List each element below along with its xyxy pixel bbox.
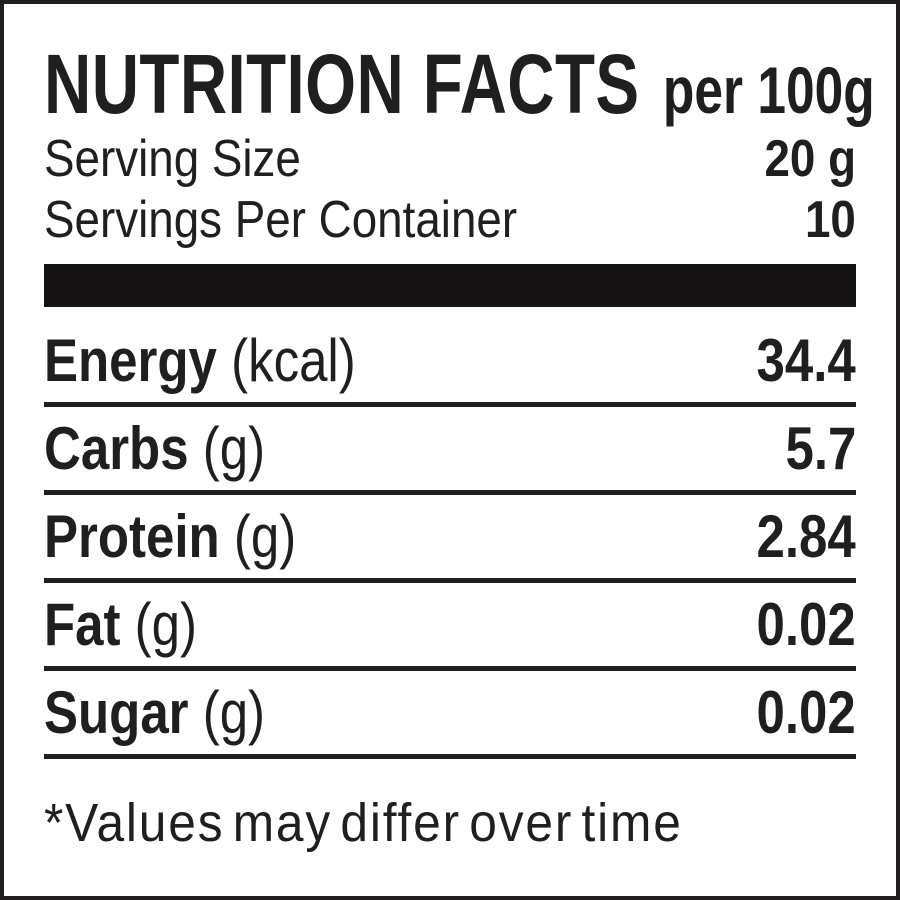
nutrient-value: 34.4	[756, 327, 856, 394]
servings-per-container-row: Servings Per Container 10	[44, 192, 856, 248]
nutrient-label: Fat (g)	[44, 595, 197, 655]
nutrient-value: 2.84	[756, 503, 856, 570]
nutrient-label: Carbs (g)	[44, 419, 265, 479]
title-text: NUTRITION FACTS	[44, 37, 640, 131]
nutrient-row-fat: Fat (g) 0.02	[44, 583, 856, 671]
nutrient-value: 0.02	[756, 679, 856, 746]
serving-size-value: 20 g	[764, 130, 856, 188]
serving-size-label: Serving Size	[44, 130, 301, 188]
nutrient-row-protein: Protein (g) 2.84	[44, 495, 856, 583]
nutrient-row-energy: Energy (kcal) 34.4	[44, 319, 856, 407]
footnote: *Values may differ over time	[44, 793, 683, 853]
nutrient-label: Energy (kcal)	[44, 331, 356, 391]
nutrient-unit: (g)	[134, 591, 198, 658]
nutrient-name: Energy	[44, 327, 217, 394]
label-title: NUTRITION FACTS per 100g	[44, 42, 875, 126]
nutrient-row-carbs: Carbs (g) 5.7	[44, 407, 856, 495]
nutrient-value: 0.02	[756, 591, 856, 658]
nutrient-unit: (kcal)	[231, 327, 356, 394]
nutrient-name: Fat	[44, 591, 121, 658]
serving-size-row: Serving Size 20 g	[44, 131, 856, 187]
nutrient-table: Energy (kcal) 34.4 Carbs (g) 5.7 Protein…	[44, 319, 856, 759]
servings-per-container-value: 10	[805, 191, 856, 249]
nutrient-label: Sugar (g)	[44, 683, 265, 743]
nutrient-name: Protein	[44, 503, 220, 570]
title-per-amount: per 100g	[662, 53, 875, 127]
nutrient-name: Sugar	[44, 679, 189, 746]
nutrient-name: Carbs	[44, 415, 189, 482]
nutrient-row-sugar: Sugar (g) 0.02	[44, 671, 856, 759]
nutrient-value: 5.7	[785, 415, 856, 482]
nutrient-unit: (g)	[202, 679, 266, 746]
servings-per-container-label: Servings Per Container	[44, 191, 518, 249]
nutrient-unit: (g)	[202, 415, 266, 482]
divider-bar	[44, 264, 856, 307]
nutrient-unit: (g)	[233, 503, 297, 570]
nutrient-label: Protein (g)	[44, 507, 296, 567]
